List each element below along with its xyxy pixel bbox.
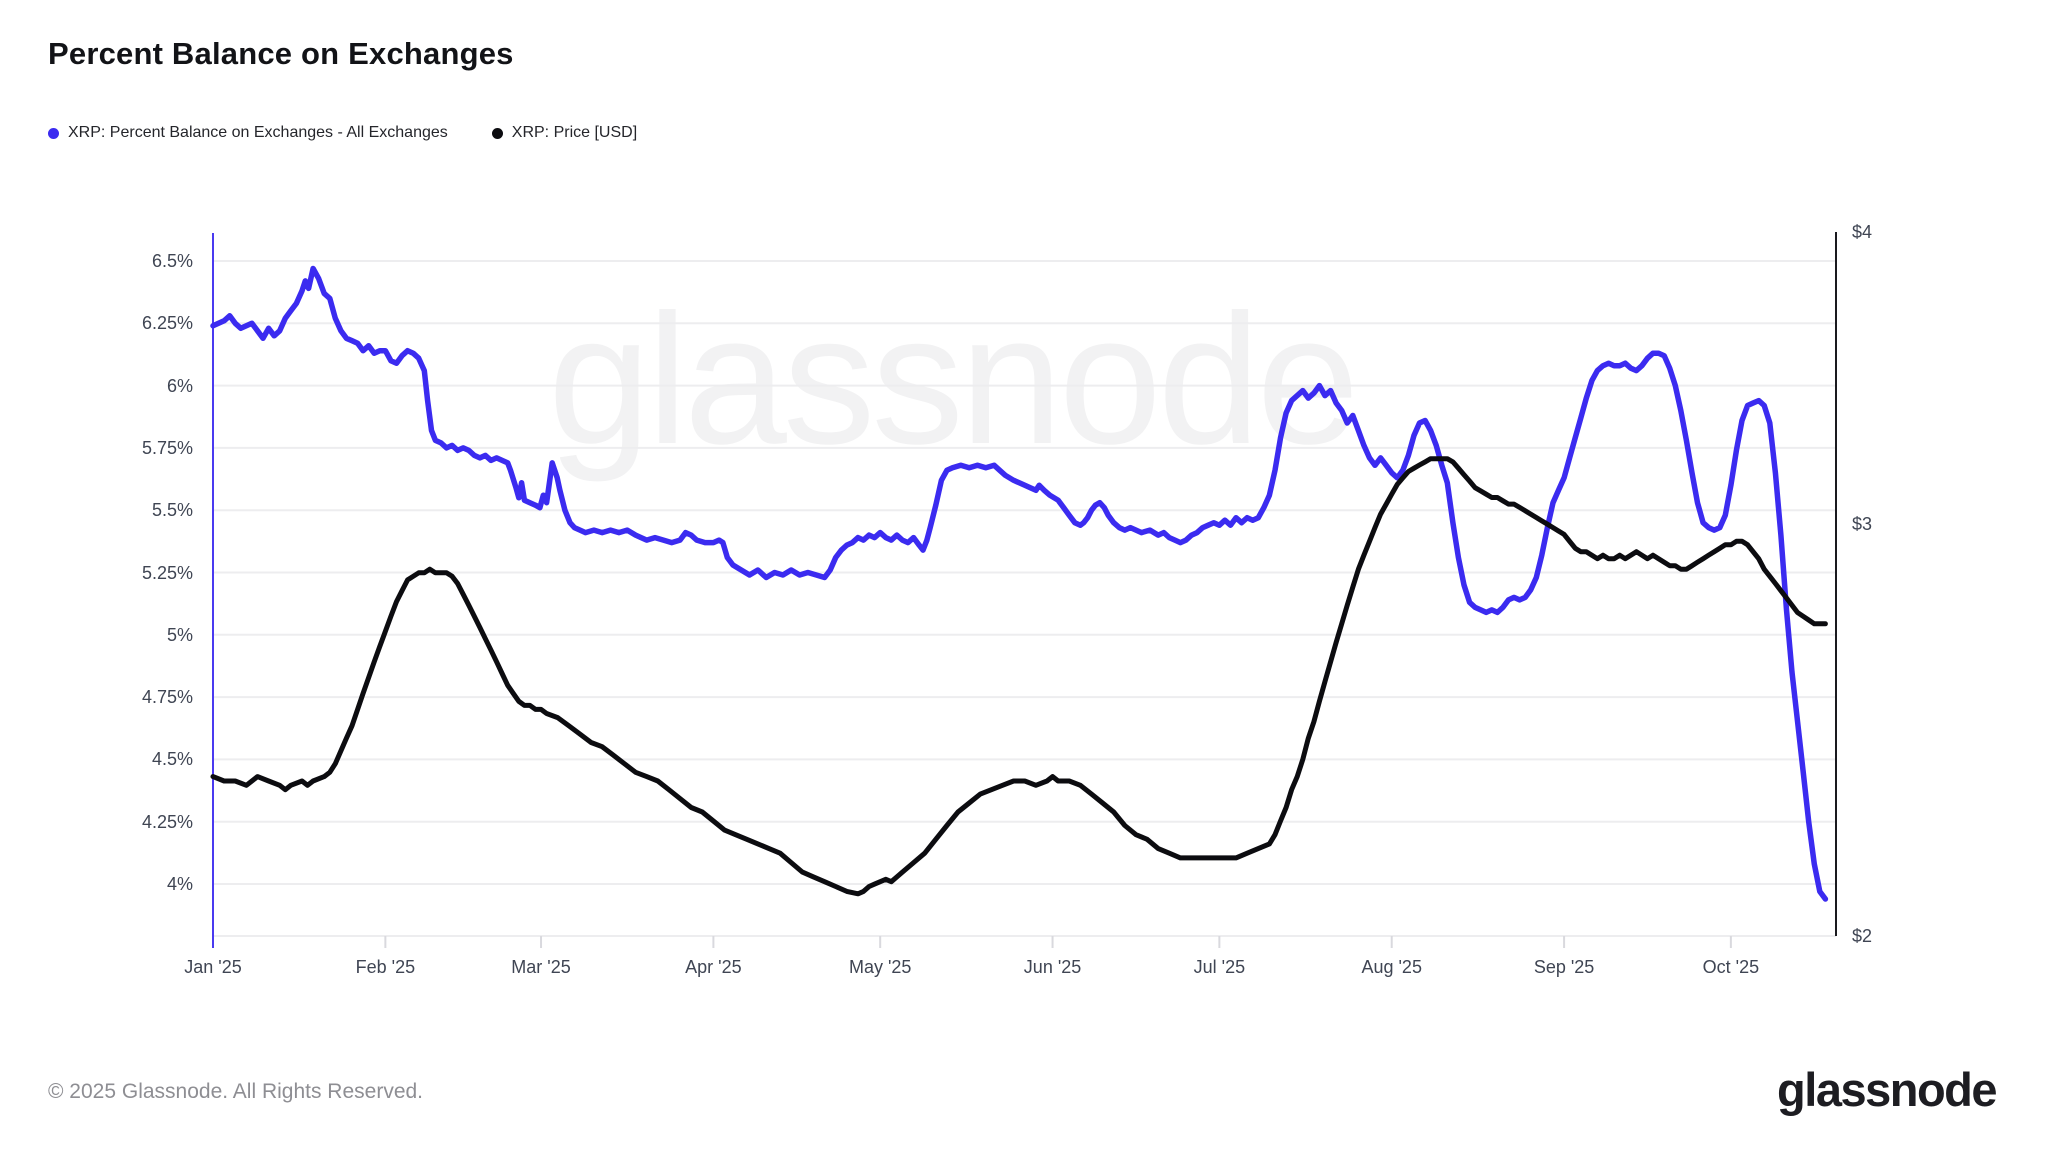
- x-axis-tick-label: May '25: [848, 957, 912, 977]
- left-axis-tick-label: 5%: [166, 624, 193, 645]
- left-axis-tick-label: 6.25%: [141, 313, 193, 334]
- left-axis-tick-label: 4.5%: [151, 749, 193, 770]
- legend: XRP: Percent Balance on Exchanges - All …: [48, 124, 637, 142]
- balance-line: [210, 265, 1829, 902]
- right-axis-tick-label: $4: [1852, 222, 1873, 242]
- legend-label-balance: XRP: Percent Balance on Exchanges - All …: [68, 124, 448, 141]
- left-axis-tick-label: 4.25%: [141, 811, 193, 832]
- left-axis-tick-label: 5.75%: [141, 437, 193, 458]
- legend-dot-price-icon: [491, 127, 503, 139]
- plot-area[interactable]: [213, 233, 1836, 936]
- left-axis-tick-label: 5.25%: [141, 562, 193, 583]
- left-axis-tick-label: 6.5%: [151, 251, 193, 271]
- x-axis-tick-label: Jul '25: [1193, 957, 1246, 977]
- x-axis-tick-label: Feb '25: [355, 957, 416, 977]
- x-axis-tick-label: Apr '25: [685, 957, 742, 977]
- price-line: [210, 456, 1828, 897]
- legend-dot-balance-icon: [48, 127, 59, 139]
- left-axis-tick-label: 4%: [166, 874, 193, 894]
- legend-label-price: XRP: Price [USD]: [511, 124, 638, 141]
- glassnode-logo: glassnode: [1777, 1063, 1997, 1116]
- x-axis-tick-label: Aug '25: [1361, 957, 1422, 977]
- legend-item-price[interactable]: XRP: Price [USD]: [491, 124, 638, 142]
- right-axis-tick-label: $3: [1852, 514, 1873, 535]
- page-title: Percent Balance on Exchanges: [48, 36, 514, 71]
- right-axis-tick-label: $2: [1852, 926, 1873, 947]
- x-axis-tick-label: Sep '25: [1533, 957, 1595, 977]
- x-axis-tick-label: Oct '25: [1702, 957, 1760, 977]
- copyright-text: © 2025 Glassnode. All Rights Reserved.: [48, 1080, 424, 1103]
- legend-item-balance[interactable]: XRP: Percent Balance on Exchanges - All …: [48, 124, 448, 142]
- left-axis-tick-label: 4.75%: [141, 687, 193, 708]
- x-axis-tick-label: Jun '25: [1023, 957, 1082, 977]
- left-axis-tick-label: 5.5%: [151, 500, 193, 521]
- x-axis-tick-label: Jan '25: [184, 957, 242, 977]
- left-axis-tick-label: 6%: [166, 375, 193, 396]
- x-axis-tick-label: Mar '25: [511, 957, 571, 977]
